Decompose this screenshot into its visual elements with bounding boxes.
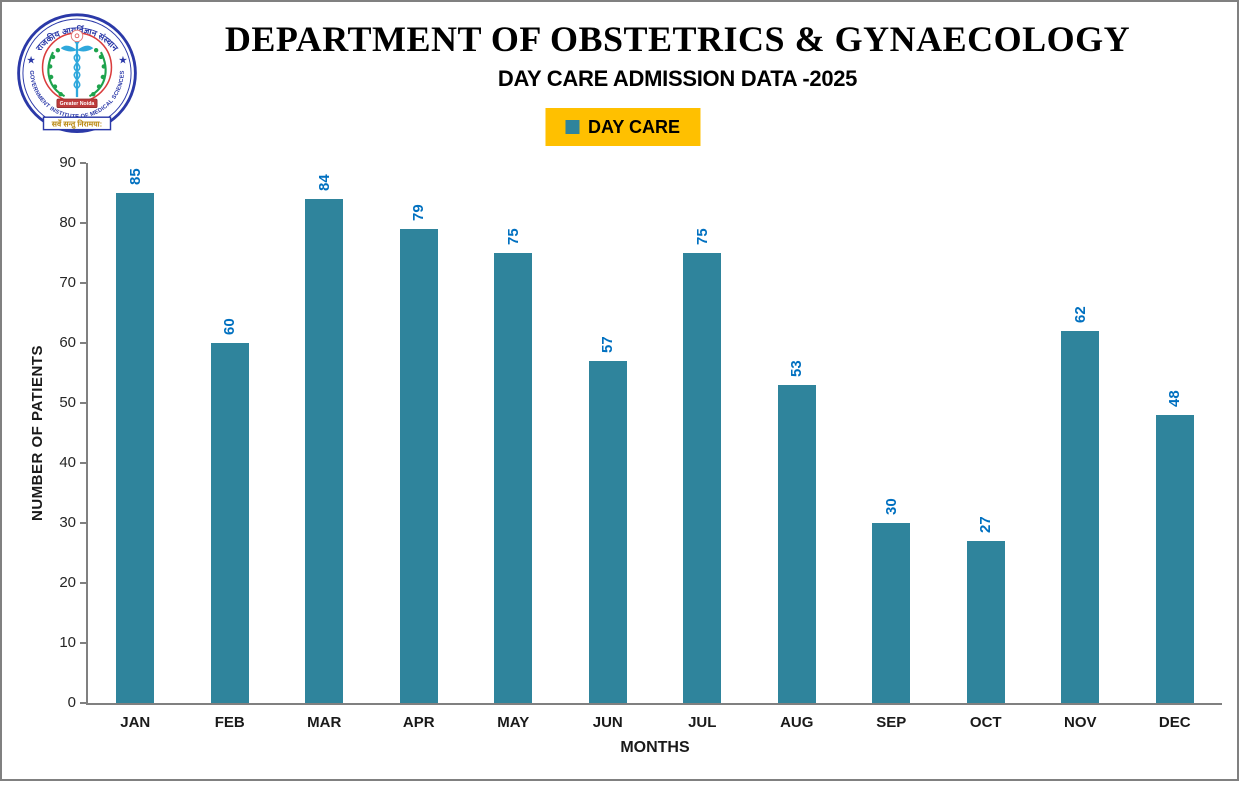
bar-may	[494, 253, 533, 703]
bar-value-jan: 85	[126, 168, 144, 185]
y-tick-label-50: 50	[59, 394, 76, 411]
y-tick-mark-80	[80, 222, 86, 224]
y-tick-mark-30	[80, 522, 86, 524]
y-tick-mark-90	[80, 162, 86, 164]
y-axis-line	[86, 163, 88, 705]
y-tick-label-30: 30	[59, 514, 76, 531]
bar-nov	[1061, 331, 1100, 703]
x-tick-feb: FEB	[214, 714, 245, 731]
logo-star-left-icon: ★	[26, 55, 36, 67]
bar-value-sep: 30	[882, 498, 900, 515]
institute-emblem-icon: राजकीय आयुर्विज्ञान संस्थान ★ ★ GOVERNME…	[17, 13, 137, 133]
bar-value-feb: 60	[221, 318, 239, 335]
y-tick-mark-50	[80, 402, 86, 404]
y-tick-mark-40	[80, 462, 86, 464]
bar-value-may: 75	[504, 228, 522, 245]
legend-label: DAY CARE	[587, 116, 681, 137]
y-tick-label-90: 90	[59, 154, 76, 171]
bar-value-jul: 75	[693, 228, 711, 245]
bar-sep	[872, 523, 911, 703]
x-tick-dec: DEC	[1158, 714, 1191, 731]
bar-value-nov: 62	[1071, 306, 1089, 323]
x-axis-title: MONTHS	[620, 739, 690, 756]
y-tick-mark-20	[80, 582, 86, 584]
bar-jan	[116, 193, 155, 703]
x-tick-sep: SEP	[876, 714, 907, 731]
x-tick-jul: JUL	[688, 714, 717, 731]
bar-aug	[777, 385, 816, 703]
logo-star-right-icon: ★	[118, 55, 128, 67]
y-tick-label-80: 80	[59, 214, 76, 231]
chart-main-title: DEPARTMENT OF OBSTETRICS & GYNAECOLOGY	[224, 19, 1131, 59]
bar-dec	[1155, 415, 1194, 703]
logo-banner: Greater Noida	[56, 98, 98, 109]
y-axis-title: NUMBER OF PATIENTS	[29, 345, 46, 521]
y-tick-mark-70	[80, 282, 86, 284]
bar-value-apr: 79	[410, 204, 428, 221]
institute-logo: राजकीय आयुर्विज्ञान संस्थान ★ ★ GOVERNME…	[14, 10, 140, 144]
y-tick-label-10: 10	[59, 634, 76, 651]
bar-apr	[399, 229, 438, 703]
x-tick-jun: JUN	[592, 714, 623, 731]
x-tick-nov: NOV	[1063, 714, 1097, 731]
x-tick-oct: OCT	[969, 714, 1002, 731]
y-tick-label-70: 70	[59, 274, 76, 291]
bar-feb	[210, 343, 249, 703]
x-tick-apr: APR	[402, 714, 435, 731]
y-tick-label-60: 60	[59, 334, 76, 351]
logo-motto-text: सर्वे सन्तु निरामया:	[51, 118, 102, 129]
bar-value-mar: 84	[315, 174, 333, 191]
bar-value-jun: 57	[599, 336, 617, 353]
legend-marker-icon	[564, 120, 579, 134]
x-tick-may: MAY	[497, 714, 530, 731]
chart-subtitle: DAY CARE ADMISSION DATA -2025	[497, 66, 858, 91]
bar-value-oct: 27	[977, 516, 995, 533]
laurel-wreath-icon	[47, 47, 107, 98]
bar-jul	[683, 253, 722, 703]
x-tick-jan: JAN	[120, 714, 151, 731]
logo-motto-ribbon: सर्वे सन्तु निरामया:	[42, 116, 112, 131]
bar-value-aug: 53	[788, 360, 806, 377]
legend: DAY CARE	[544, 108, 701, 146]
x-tick-aug: AUG	[780, 714, 814, 731]
bar-oct	[966, 541, 1005, 703]
y-tick-mark-10	[80, 642, 86, 644]
y-tick-label-0: 0	[67, 694, 76, 711]
x-axis-line	[86, 703, 1222, 705]
y-tick-label-40: 40	[59, 454, 76, 471]
x-tick-mar: MAR	[307, 714, 342, 731]
y-tick-label-20: 20	[59, 574, 76, 591]
bar-mar	[305, 199, 344, 703]
bar-value-dec: 48	[1166, 390, 1184, 407]
y-tick-mark-60	[80, 342, 86, 344]
bar-jun	[588, 361, 627, 703]
y-tick-mark-0	[80, 702, 86, 704]
state-emblem-icon	[70, 29, 84, 43]
caduceus-icon	[60, 39, 94, 98]
logo-banner-text: Greater Noida	[60, 101, 95, 107]
